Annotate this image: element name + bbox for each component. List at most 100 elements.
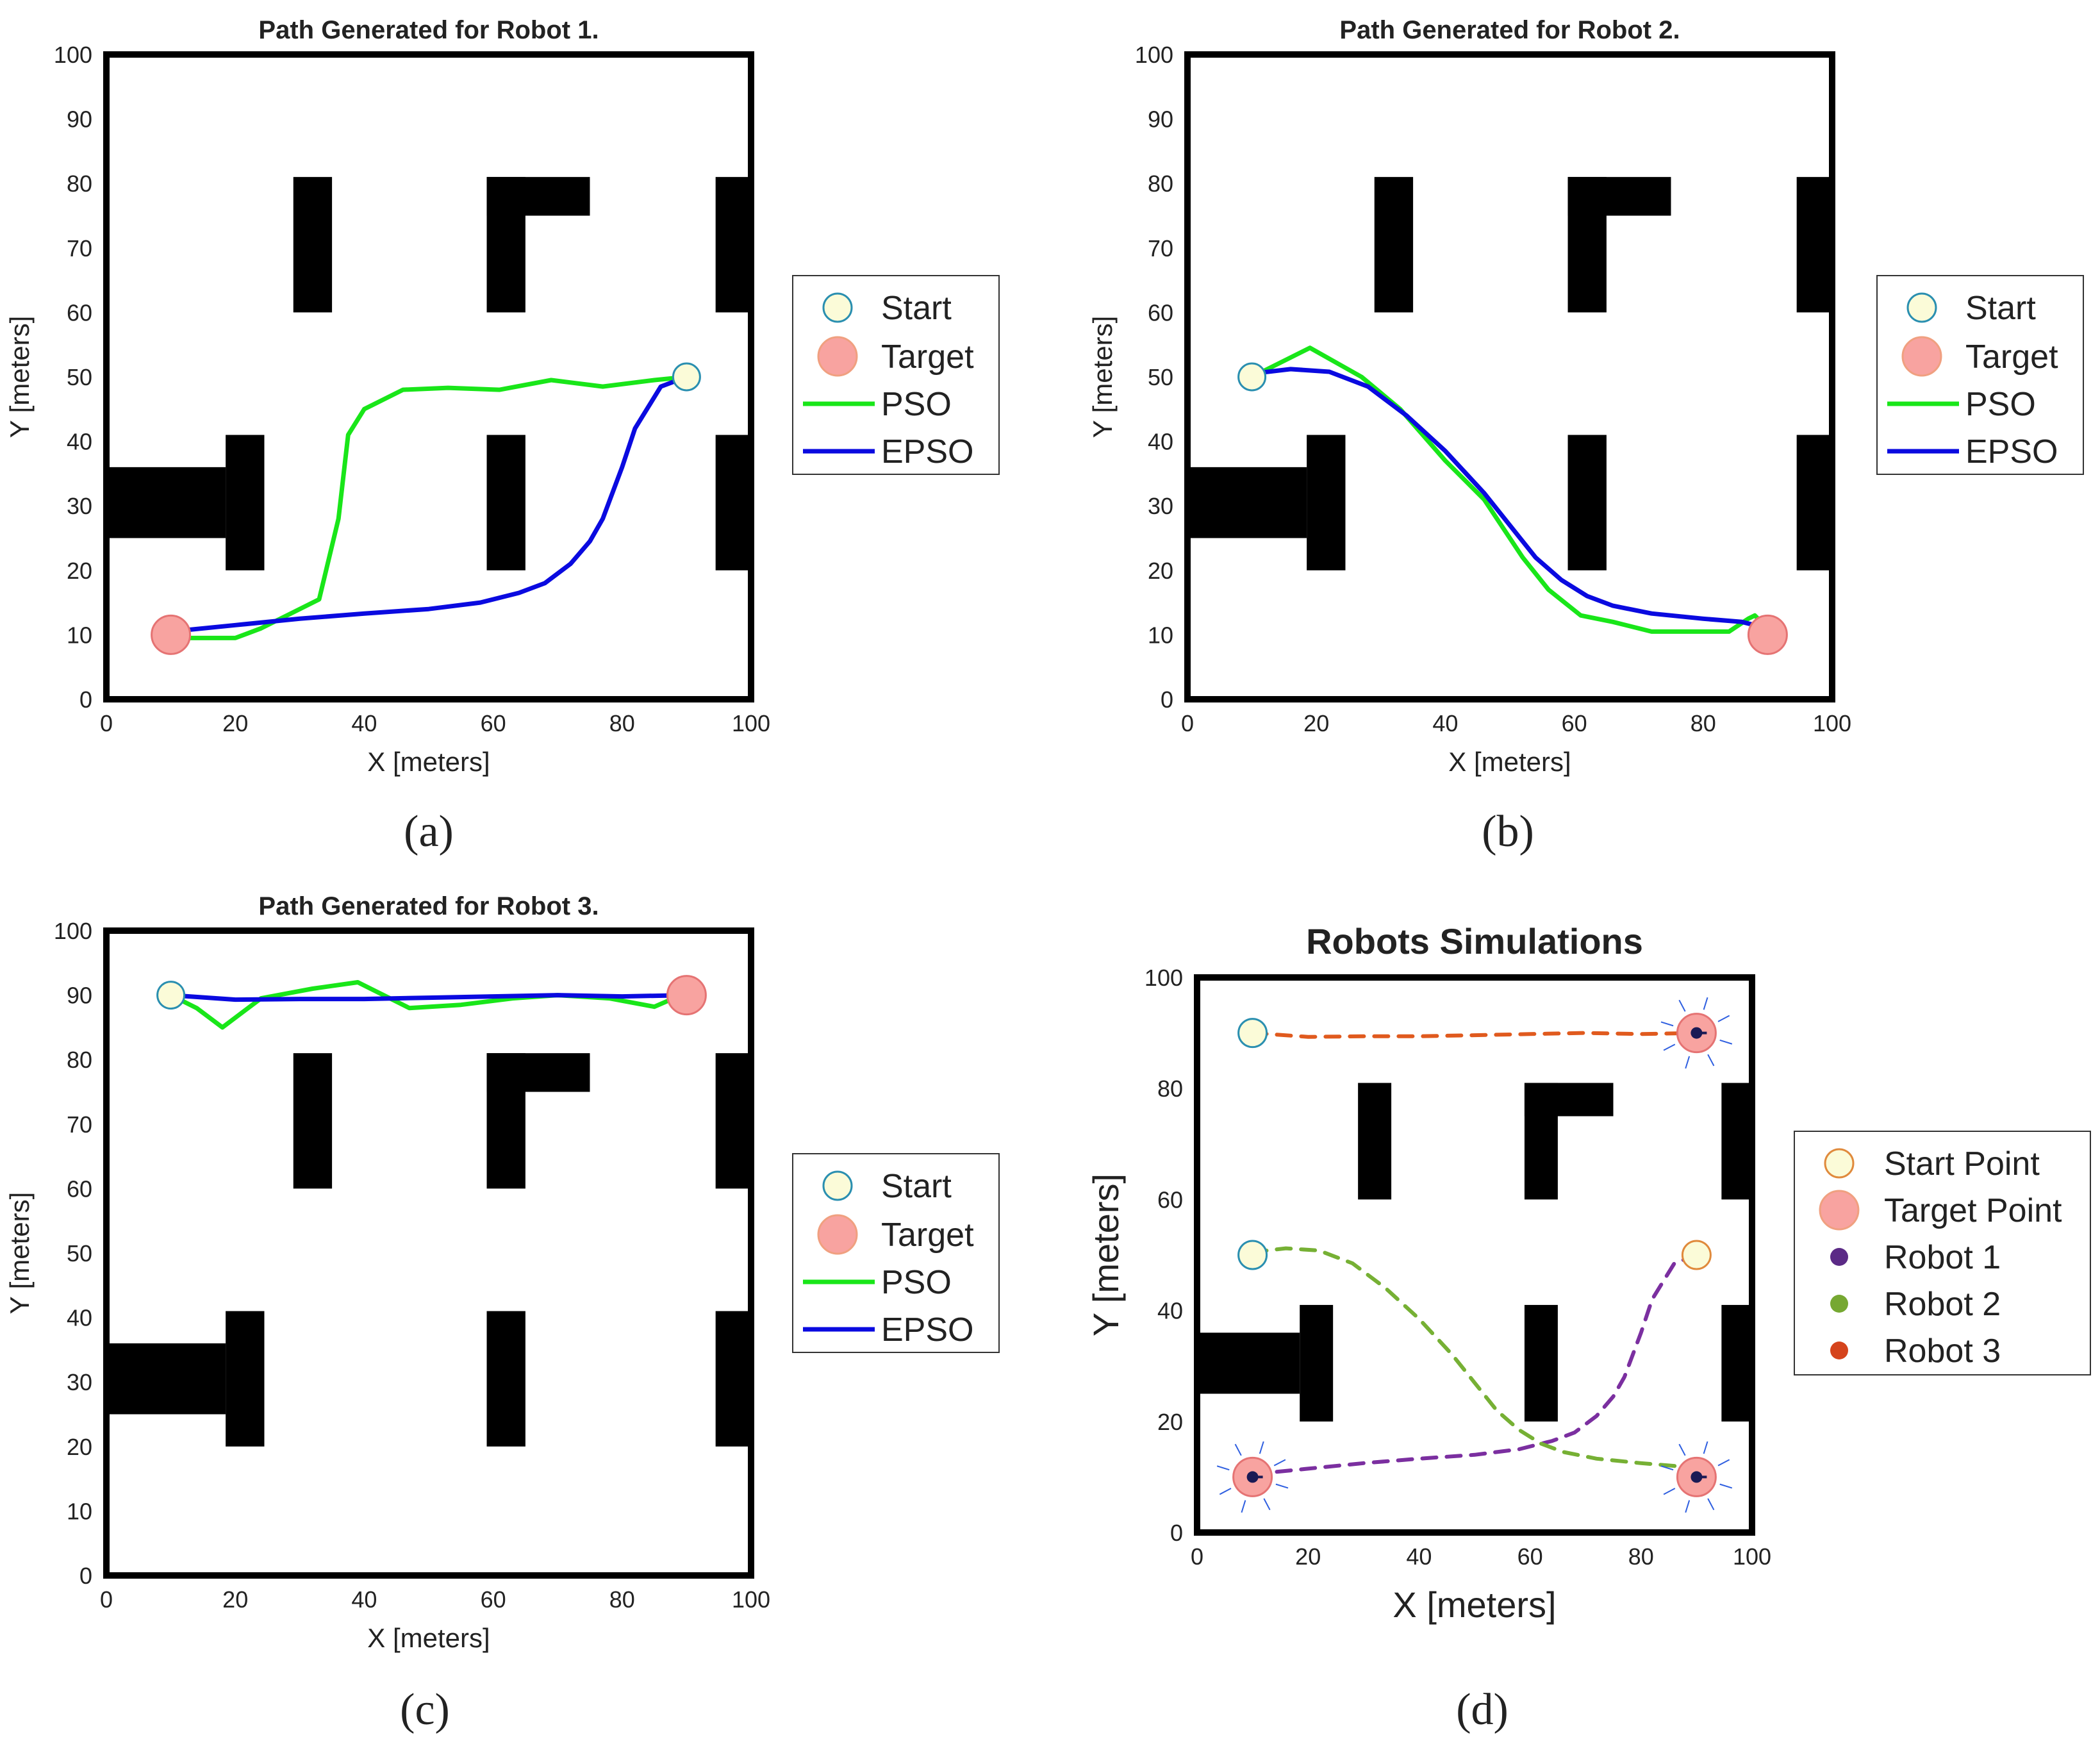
- legend-entry: Start: [1906, 290, 2036, 327]
- robot-sensor-ray: [1685, 1056, 1691, 1069]
- y-tick-label: 60: [1148, 299, 1173, 326]
- x-tick-label: 40: [1432, 710, 1458, 736]
- x-tick-label: 80: [609, 1586, 635, 1613]
- robot-sensor-ray: [1707, 1054, 1715, 1067]
- start-marker: [672, 362, 701, 392]
- robot-sensor-ray: [1663, 1043, 1676, 1051]
- y-tick-label: 30: [67, 493, 92, 519]
- legend-label: PSO: [881, 1264, 952, 1301]
- robot-sensor-ray: [1219, 1488, 1232, 1495]
- y-tick-label: 30: [67, 1369, 92, 1395]
- series-line-robot-2: [1250, 1246, 1699, 1474]
- robot-sensor-ray: [1717, 1459, 1730, 1466]
- obstacle-left-block-cap: [1300, 1304, 1334, 1422]
- legend-label: Robot 1: [1884, 1239, 2001, 1276]
- y-tick-label: 60: [67, 1176, 92, 1202]
- obstacle-upper-mid-l-horizontal: [486, 1053, 590, 1092]
- legend-entry: PSO: [803, 386, 952, 423]
- y-tick-label: 30: [1148, 493, 1173, 519]
- legend-label: EPSO: [1965, 433, 2058, 470]
- legend-dot-symbol: [1830, 1248, 1848, 1266]
- y-tick-label: 80: [67, 170, 92, 197]
- legend-label: Robot 3: [1884, 1333, 2001, 1370]
- legend-entry: Target: [1901, 336, 2058, 377]
- obstacle-upper-left-pillar: [1374, 177, 1414, 313]
- plot-background: [1187, 54, 1832, 699]
- x-tick-label: 40: [351, 710, 377, 736]
- obstacles: [106, 1053, 751, 1447]
- y-tick-label: 20: [67, 558, 92, 584]
- y-tick-label: 100: [1135, 42, 1173, 68]
- legend-start-symbol: [1906, 292, 1937, 323]
- legend-label: Start: [1965, 290, 2036, 327]
- legend-entry: Robot 3: [1830, 1333, 2001, 1370]
- chart-title: Path Generated for Robot 2.: [1339, 16, 1680, 44]
- x-tick-label: 20: [222, 1586, 248, 1613]
- panel-b: Path Generated for Robot 2.0 20 40 60 80 1000…: [1087, 16, 2084, 856]
- legend: Start Point Target Point Robot 1 Robot 2 Rob…: [1794, 1131, 2091, 1375]
- legend: Start Target PSO EPSO: [792, 275, 1000, 475]
- obstacles: [1197, 1083, 1752, 1422]
- y-tick-label: 60: [1157, 1186, 1183, 1213]
- x-tick-label: 100: [732, 1586, 770, 1613]
- legend: Start Target PSO EPSO: [1876, 275, 2084, 475]
- x-tick-label: 40: [351, 1586, 377, 1613]
- robot-sensor-ray: [1216, 1465, 1230, 1471]
- start-point-marker: [1681, 1240, 1712, 1270]
- legend-label: Start: [881, 1168, 952, 1205]
- y-tick-label: 0: [79, 1563, 92, 1589]
- obstacle-right-upper-pillar: [1796, 177, 1832, 313]
- chart-title: Robots Simulations: [1306, 921, 1643, 961]
- x-tick-label: 80: [1691, 710, 1716, 736]
- x-tick-label: 20: [1303, 710, 1329, 736]
- robot-marker: [1216, 1441, 1289, 1513]
- robot-sensor-ray: [1273, 1459, 1286, 1466]
- y-tick-label: 100: [54, 42, 92, 68]
- x-axis-label: X [meters]: [367, 747, 490, 777]
- y-tick-label: 100: [54, 918, 92, 944]
- y-tick-label: 80: [1148, 170, 1173, 197]
- legend-target-symbol: [1819, 1190, 1860, 1231]
- obstacle-upper-left-pillar: [293, 177, 333, 313]
- y-axis-label: Y [meters]: [1087, 316, 1118, 438]
- series-line-robot-1: [1250, 1253, 1699, 1477]
- y-axis-label: Y [meters]: [4, 1192, 35, 1315]
- start-marker: [156, 981, 186, 1010]
- obstacle-right-upper-pillar: [1721, 1083, 1752, 1200]
- y-tick-label: 40: [67, 1305, 92, 1331]
- y-tick-label: 60: [67, 299, 92, 326]
- paths: [169, 374, 689, 640]
- robot-sensor-ray: [1678, 999, 1686, 1012]
- y-tick-label: 10: [1148, 622, 1173, 648]
- x-tick-label: 0: [100, 1586, 113, 1613]
- x-axis-label: X [meters]: [367, 1623, 490, 1653]
- robot-sensor-ray: [1259, 1441, 1264, 1454]
- x-tick-label: 20: [222, 710, 248, 736]
- robot-sensor-ray: [1263, 1498, 1271, 1511]
- legend-dot-symbol: [1830, 1295, 1848, 1313]
- legend-entry: Robot 1: [1830, 1239, 2001, 1276]
- ticks: 0 20 40 60 80 100 0 10 20 30 40 50 60 70 80 90 100: [1135, 42, 1851, 736]
- ticks: 0 20 40 60 80 100 0 10 20 30 40 50 60 70 80 90 100: [54, 918, 770, 1613]
- plot-background: [1197, 977, 1752, 1533]
- legend-entry: Target: [817, 1214, 974, 1255]
- y-tick-label: 50: [1148, 364, 1173, 390]
- paths: [169, 980, 689, 1030]
- obstacles: [1187, 177, 1832, 570]
- plot-background: [106, 931, 751, 1575]
- obstacle-upper-mid-l-horizontal: [1567, 177, 1671, 216]
- x-tick-label: 0: [1181, 710, 1194, 736]
- obstacle-right-lower-pillar: [1721, 1304, 1752, 1422]
- x-tick-label: 20: [1295, 1543, 1321, 1570]
- legend-label: PSO: [881, 386, 952, 423]
- start-marker: [1237, 362, 1267, 392]
- y-tick-label: 0: [1170, 1520, 1183, 1546]
- ticks: 0 20 40 60 80 100 0 10 20 30 40 50 60 70 80 90 100: [54, 42, 770, 736]
- obstacle-lower-mid-pillar: [486, 1311, 525, 1447]
- chart-title: Path Generated for Robot 3.: [258, 892, 599, 920]
- y-tick-label: 0: [79, 686, 92, 713]
- panel-c: Path Generated for Robot 3. 0 20 40 60 80 100 0…: [4, 892, 1000, 1734]
- plot-frame: [1184, 51, 1835, 702]
- x-tick-label: 60: [1562, 710, 1587, 736]
